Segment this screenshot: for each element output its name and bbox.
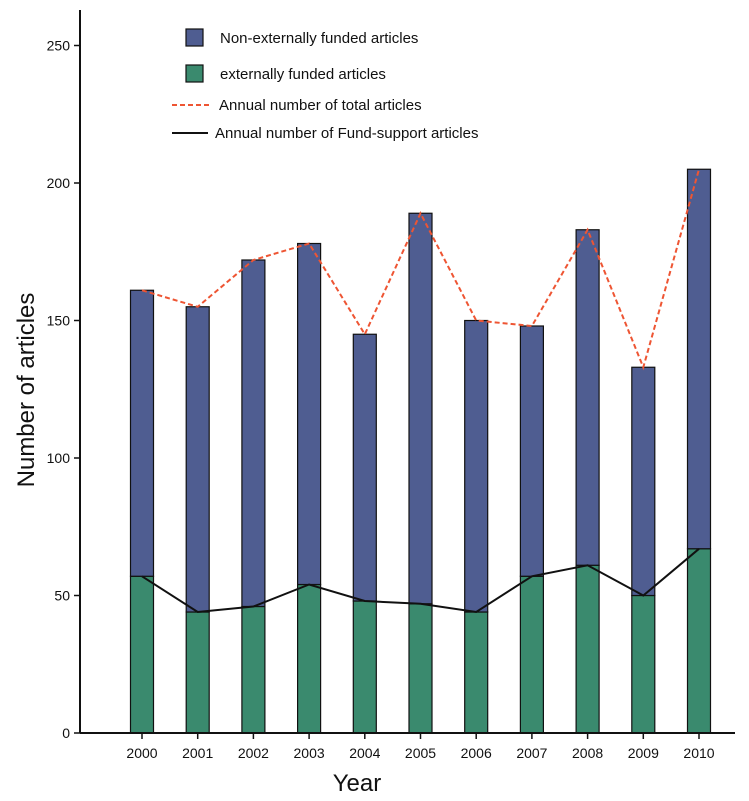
bar-non-externally-funded-2007 xyxy=(519,325,545,577)
line-total-articles xyxy=(141,169,700,371)
bar-externally-funded-2004 xyxy=(352,600,377,734)
bar-externally-funded-2008 xyxy=(575,564,600,734)
y-tick-label-150: 150 xyxy=(47,313,71,329)
y-tick-label-200: 200 xyxy=(47,175,71,191)
legend-label-fund-support-articles: Annual number of Fund-support articles xyxy=(215,125,478,142)
bar-externally-funded-2000 xyxy=(129,575,155,734)
legend-swatch-externally-funded xyxy=(185,64,204,83)
bar-externally-funded-2005 xyxy=(408,603,433,734)
y-tick-label-0: 0 xyxy=(62,725,70,741)
y-tick-label-50: 50 xyxy=(54,588,70,604)
y-tick-label-250: 250 xyxy=(47,38,71,54)
bar-externally-funded-2007 xyxy=(519,575,545,734)
bar-externally-funded-2003 xyxy=(297,583,322,734)
x-tick-label-2003: 2003 xyxy=(294,745,325,761)
bar-externally-funded-2001 xyxy=(185,611,210,734)
bar-externally-funded-2002 xyxy=(241,605,266,734)
lines-layer xyxy=(141,169,700,614)
bar-externally-funded-2009 xyxy=(631,594,656,734)
bar-non-externally-funded-2001 xyxy=(185,306,210,613)
bar-non-externally-funded-2000 xyxy=(129,289,155,577)
bar-non-externally-funded-2003 xyxy=(297,242,322,586)
line-fund-support-articles xyxy=(141,548,700,614)
x-tick-label-2009: 2009 xyxy=(628,745,659,761)
x-axis-title: Year xyxy=(333,770,382,797)
bar-non-externally-funded-2008 xyxy=(575,229,600,566)
x-tick-label-2008: 2008 xyxy=(572,745,603,761)
legend-label-externally-funded: externally funded articles xyxy=(220,66,386,83)
x-tick-label-2002: 2002 xyxy=(238,745,269,761)
x-tick-label-2007: 2007 xyxy=(516,745,547,761)
bar-externally-funded-2006 xyxy=(464,611,489,734)
x-tick-label-2010: 2010 xyxy=(683,745,714,761)
bar-non-externally-funded-2005 xyxy=(408,212,433,605)
y-ticks: 0 50 100 150 200 250 xyxy=(47,38,80,741)
axes-layer xyxy=(79,10,735,734)
bar-non-externally-funded-2004 xyxy=(352,333,377,602)
bar-non-externally-funded-2010 xyxy=(686,168,712,550)
bar-non-externally-funded-2002 xyxy=(241,259,266,608)
x-tick-label-2005: 2005 xyxy=(405,745,436,761)
legend-swatch-non-externally-funded xyxy=(185,28,204,47)
x-tick-label-2001: 2001 xyxy=(182,745,213,761)
bar-non-externally-funded-2009 xyxy=(631,366,656,597)
legend-label-non-externally-funded: Non-externally funded articles xyxy=(220,30,418,47)
legend: Non-externally funded articles externall… xyxy=(172,28,478,142)
bars-layer xyxy=(129,168,712,734)
x-tick-label-2006: 2006 xyxy=(461,745,492,761)
y-axis-title: Number of articles xyxy=(13,293,40,488)
y-tick-label-100: 100 xyxy=(47,450,71,466)
x-ticks: 2000 2001 2002 2003 2004 2005 2006 2007 2008 2009… xyxy=(126,733,715,761)
x-tick-label-2000: 2000 xyxy=(126,745,157,761)
bar-non-externally-funded-2006 xyxy=(464,319,489,613)
x-tick-label-2004: 2004 xyxy=(349,745,380,761)
legend-label-total-articles: Annual number of total articles xyxy=(219,97,422,114)
bar-externally-funded-2010 xyxy=(686,548,712,734)
